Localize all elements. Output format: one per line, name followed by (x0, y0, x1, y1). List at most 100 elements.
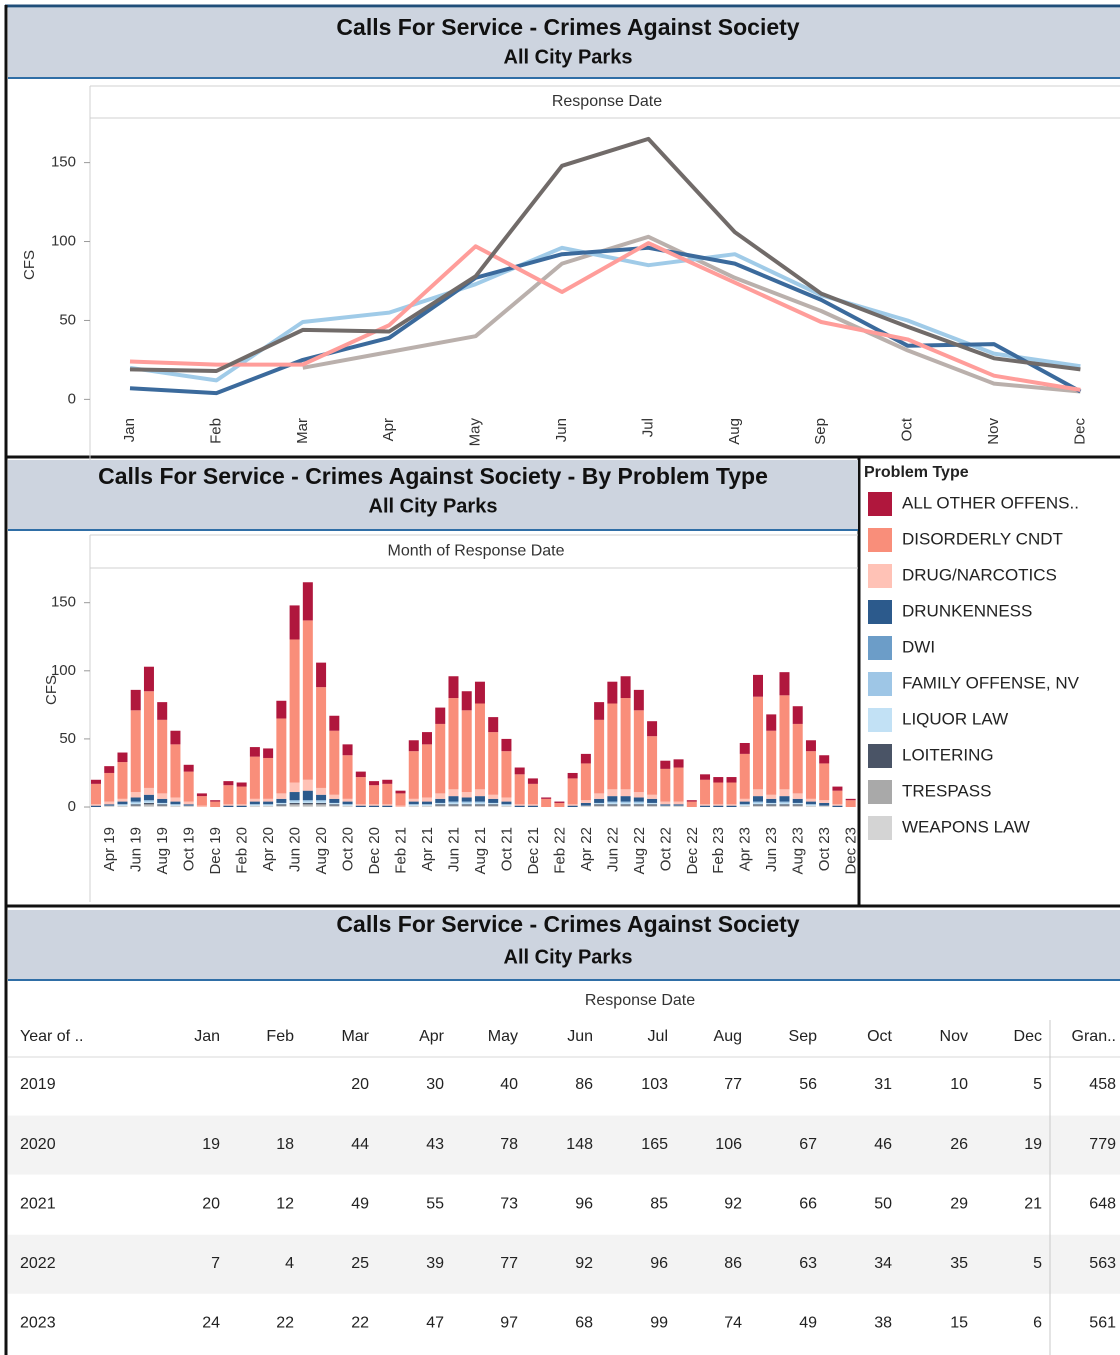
bar-segment (408, 751, 419, 799)
y-tick-label: 100 (51, 233, 76, 250)
table-cell: 73 (500, 1195, 518, 1212)
table-cell: 779 (1089, 1136, 1116, 1153)
bar-segment (276, 700, 287, 719)
legend-label: LOITERING (902, 745, 994, 764)
table-cell: 22 (276, 1315, 294, 1332)
bar-segment (779, 805, 790, 808)
bar-segment (316, 794, 327, 801)
bar-segment (739, 798, 750, 802)
bar-segment (130, 804, 141, 806)
bar-segment (302, 790, 313, 801)
bar-segment (289, 792, 300, 801)
bar-segment (554, 802, 565, 808)
bar-segment (408, 801, 419, 805)
bar-segment (713, 782, 724, 805)
bar-segment (700, 805, 711, 808)
bar-segment (779, 796, 790, 802)
x-tick-label: Jul (639, 418, 656, 437)
bar-segment (660, 760, 671, 769)
bar-segment (792, 793, 803, 799)
x-tick-label: Dec 19 (207, 827, 224, 875)
legend-swatch (868, 816, 892, 840)
bar-segment (448, 804, 459, 806)
bar-segment (302, 800, 313, 802)
table-cell: 77 (724, 1076, 742, 1093)
x-tick-label: Apr 23 (737, 827, 754, 871)
bar-segment (660, 768, 671, 802)
bar-segment (474, 804, 485, 806)
legend-swatch (868, 672, 892, 696)
bar-segment (382, 804, 393, 806)
table-cell: 106 (715, 1136, 742, 1153)
bar-segment (130, 710, 141, 793)
y-tick-label: 0 (68, 390, 76, 407)
table-cell: 21 (1024, 1195, 1042, 1212)
bar-segment (183, 805, 194, 808)
bar-segment (819, 755, 830, 764)
bar-segment (501, 738, 512, 752)
bar-segment (779, 804, 790, 806)
table-cell: 86 (724, 1255, 742, 1272)
bar-segment (104, 766, 115, 773)
bar-segment (130, 792, 141, 798)
bar-segment (580, 805, 591, 808)
bar-segment (143, 801, 154, 803)
table-cell: 86 (575, 1076, 593, 1093)
bar-segment (673, 801, 684, 805)
bar-segment (594, 702, 605, 720)
table-cell: 43 (426, 1136, 444, 1153)
y-tick-label: 50 (59, 730, 76, 747)
bar-segment (408, 805, 419, 808)
table-cell: 29 (950, 1195, 968, 1212)
bar-segment (686, 801, 697, 808)
bar-segment (633, 805, 644, 808)
bar-segment (514, 774, 525, 805)
bar-segment (607, 796, 618, 802)
bar-segment (329, 794, 340, 799)
bar-segment (236, 786, 247, 805)
row-band (8, 1234, 1120, 1294)
bar-segment (130, 797, 141, 802)
bar-segment (329, 802, 340, 805)
bar-segment (302, 620, 313, 780)
table-cell: 2019 (20, 1076, 56, 1093)
bar-segment (342, 801, 353, 805)
x-tick-label: Jun 21 (445, 827, 462, 872)
bar-segment (422, 797, 432, 802)
column-header: Dec (1014, 1028, 1042, 1045)
bar-segment (647, 805, 658, 808)
bar-segment (580, 763, 591, 801)
table-cell: 648 (1089, 1195, 1116, 1212)
panel-title: Calls For Service - Crimes Against Socie… (336, 14, 799, 40)
bar-segment (91, 779, 101, 784)
table-cell: 165 (641, 1136, 668, 1153)
bar-segment (753, 802, 763, 805)
bar-segment (342, 798, 353, 802)
x-tick-label: Jun 19 (128, 827, 145, 872)
bar-segment (474, 703, 485, 790)
bar-segment (673, 804, 684, 806)
table-cell: 22 (351, 1315, 369, 1332)
bar-segment (779, 802, 790, 805)
bar-segment (647, 721, 658, 737)
bar-segment (647, 798, 658, 803)
bar-segment (647, 794, 658, 799)
bar-segment (170, 730, 181, 745)
bar-segment (355, 804, 366, 806)
x-tick-label: Oct 20 (340, 827, 357, 871)
x-tick-label: Dec 21 (525, 827, 542, 875)
bar-segment (753, 804, 763, 806)
bar-segment (157, 802, 168, 805)
bar-segment (766, 730, 777, 795)
x-tick-label: Aug 20 (313, 827, 330, 875)
table-cell: 5 (1033, 1076, 1042, 1093)
bar-segment (210, 800, 221, 802)
bar-segment (488, 717, 499, 733)
x-tick-label: Jan (121, 418, 138, 442)
table-cell: 5 (1033, 1255, 1042, 1272)
bar-segment (289, 782, 300, 793)
bar-segment (157, 805, 168, 808)
table-cell: 24 (202, 1315, 220, 1332)
x-tick-label: Nov (985, 418, 1002, 445)
bar-segment (236, 804, 247, 806)
